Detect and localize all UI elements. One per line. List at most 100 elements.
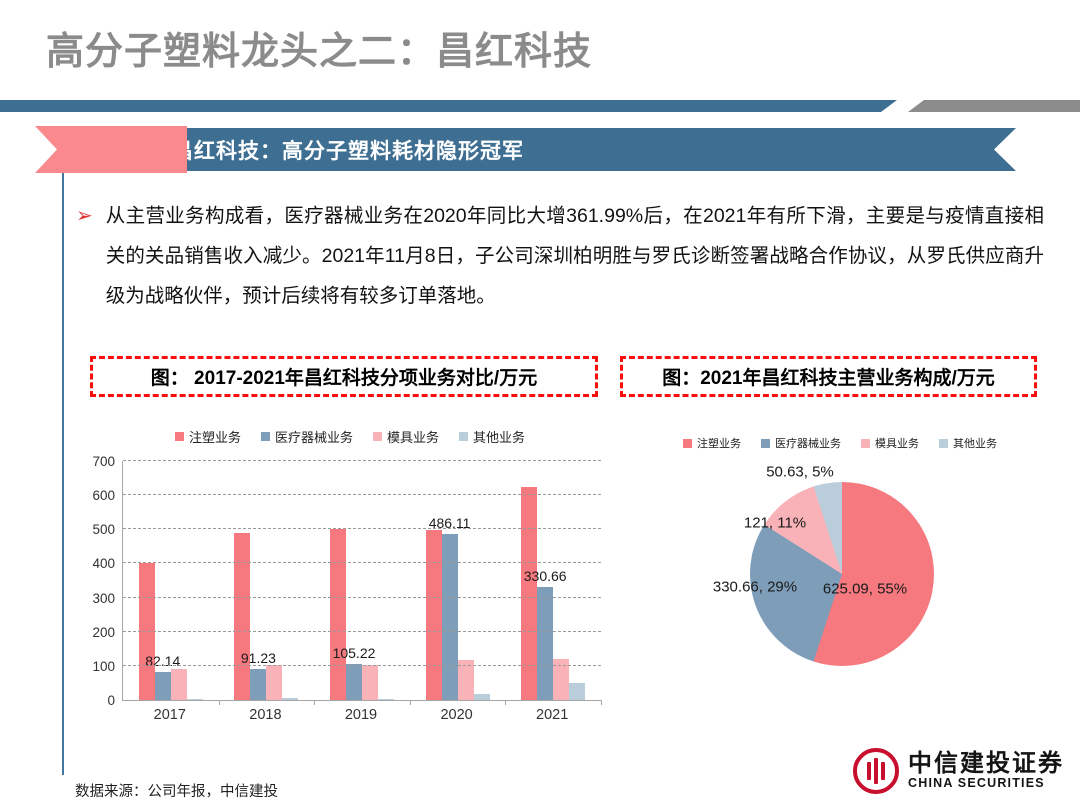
- legend-label: 模具业务: [875, 438, 919, 450]
- x-axis-label-2021: 2021: [536, 707, 569, 723]
- x-axis-label-2017: 2017: [153, 707, 186, 723]
- bar-注塑业务-2021: [521, 486, 538, 700]
- bar-group-2018: 91.23: [219, 461, 315, 700]
- legend-item: 模具业务: [861, 435, 919, 451]
- bar-group-2020: 486.11: [410, 461, 506, 700]
- bar-医疗器械业务-2017: 82.14: [145, 653, 180, 700]
- legend-marker-icon: [174, 432, 184, 441]
- bar-模具业务-2017: [170, 668, 187, 700]
- gridline: [123, 596, 601, 598]
- legend-label: 注塑业务: [697, 438, 741, 450]
- bar-其他业务-2021: [569, 682, 586, 700]
- legend-marker-icon: [761, 438, 770, 448]
- bar-data-label: 330.66: [523, 568, 567, 585]
- legend-item: 医疗器械业务: [761, 435, 841, 451]
- gridline: [123, 494, 601, 496]
- bar-group-2019: 105.22: [314, 461, 410, 700]
- x-axis-tick: [409, 700, 411, 705]
- legend-label: 模具业务: [387, 430, 440, 445]
- bar-groups: 82.14 91.23 105.22 486.11 330.66: [123, 461, 601, 700]
- legend-item: 注塑业务: [174, 427, 241, 446]
- banner-flag-accent: [35, 126, 187, 173]
- bar-医疗器械业务-2020: 486.11: [429, 515, 470, 700]
- x-axis-label-2020: 2020: [440, 707, 473, 723]
- x-axis-tick: [314, 700, 316, 705]
- pie-slice-label-模具业务: 121, 11%: [743, 514, 807, 532]
- page-title: 高分子塑料龙头之二：昌红科技: [46, 31, 593, 73]
- bar-chart: 注塑业务 医疗器械业务 模具业务 其他业务 82.14 91.23 105.22 486.1…: [85, 420, 615, 735]
- bar-模具业务-2021: [553, 658, 570, 700]
- x-axis-tick: [505, 700, 507, 705]
- bar-注塑业务-2017: [138, 563, 155, 700]
- bar-注塑业务-2018: [234, 532, 251, 700]
- data-source-note: 数据来源：公司年报，中信建投: [75, 784, 278, 800]
- section-banner-ribbon: 昌红科技：高分子塑料耗材隐形冠军: [120, 128, 1016, 171]
- bullet-paragraph-text: 从主营业务构成看，医疗器械业务在2020年同比大增361.99%后，在2021年…: [105, 205, 1044, 307]
- y-axis-tick-label: 200: [92, 624, 115, 640]
- legend-label: 注塑业务: [188, 430, 241, 445]
- figure-title-pie-chart: 图：2021年昌红科技主营业务构成/万元: [620, 356, 1037, 397]
- gridline: [123, 630, 601, 632]
- bar-其他业务-2017: [186, 698, 203, 700]
- gridline: [123, 528, 601, 530]
- bar-其他业务-2020: [473, 694, 490, 700]
- figure-title-bar-chart-label: 图： 2017-2021年昌红科技分项业务对比/万元: [150, 368, 538, 389]
- y-axis-tick-label: 600: [92, 488, 115, 504]
- bar-data-label: 486.11: [428, 515, 471, 532]
- y-axis-tick-label: 400: [92, 556, 115, 572]
- legend-item: 其他业务: [459, 427, 525, 446]
- bar-模具业务-2018: [266, 665, 283, 700]
- bar-注塑业务-2019: [329, 528, 346, 700]
- bar-医疗器械业务-2019: 105.22: [333, 645, 375, 700]
- logo-name-cn: 中信建投证券: [908, 749, 1064, 777]
- x-axis-label-2018: 2018: [249, 707, 282, 723]
- legend-marker-icon: [683, 438, 692, 448]
- bar-data-label: 82.14: [145, 652, 181, 669]
- x-axis-label-2019: 2019: [344, 707, 378, 723]
- bar-chart-x-axis-labels: 2017 2018 2019 2020 2021: [122, 707, 600, 723]
- legend-marker-icon: [939, 438, 948, 448]
- bar-模具业务-2019: [361, 665, 378, 700]
- y-axis-tick-label: 500: [92, 522, 115, 538]
- pie-slice-label-医疗器械业务: 330.66, 29%: [712, 578, 798, 596]
- y-axis-tick-label: 300: [92, 590, 115, 606]
- pie-circle: [750, 482, 934, 666]
- bar-chart-plot-area: 82.14 91.23 105.22 486.11 330.66 0 100 200 300 4…: [92, 454, 602, 708]
- gridline: [123, 664, 601, 666]
- bar-chart-legend: 注塑业务 医疗器械业务 模具业务 其他业务: [85, 427, 615, 446]
- legend-label: 医疗器械业务: [775, 438, 841, 450]
- header-divider-gray: [908, 100, 1080, 112]
- header-divider-blue: [0, 100, 897, 112]
- pie-slice-label-注塑业务: 625.09, 55%: [822, 580, 908, 598]
- legend-marker-icon: [260, 432, 270, 441]
- legend-item: 注塑业务: [683, 435, 741, 451]
- legend-label: 其他业务: [953, 438, 997, 450]
- bar-医疗器械业务-2018: 91.23: [241, 650, 276, 700]
- figure-title-pie-chart-label: 图：2021年昌红科技主营业务构成/万元: [662, 368, 995, 389]
- pie-slice-label-其他业务: 50.63, 5%: [766, 463, 834, 481]
- y-axis-tick-label: 0: [107, 693, 115, 708]
- bullet-paragraph: ➢ 从主营业务构成看，医疗器械业务在2020年同比大增361.99%后，在202…: [76, 196, 1044, 316]
- y-axis-tick-label: 700: [92, 454, 115, 469]
- legend-item: 医疗器械业务: [260, 427, 353, 446]
- legend-item: 其他业务: [939, 435, 997, 451]
- legend-label: 其他业务: [473, 430, 526, 445]
- bar-模具业务-2020: [457, 660, 474, 700]
- left-vertical-rule: [62, 173, 64, 775]
- legend-marker-icon: [459, 432, 469, 441]
- legend-marker-icon: [861, 438, 870, 448]
- gridline: [123, 460, 601, 461]
- legend-label: 医疗器械业务: [274, 430, 353, 445]
- pie-chart-legend: 注塑业务 医疗器械业务 模具业务 其他业务: [640, 435, 1040, 451]
- legend-item: 模具业务: [373, 427, 439, 446]
- legend-marker-icon: [373, 432, 382, 441]
- gridline: [123, 562, 601, 564]
- bar-group-2021: 330.66: [505, 461, 601, 700]
- bar-注塑业务-2020: [425, 530, 442, 700]
- bar-data-label: 91.23: [240, 649, 276, 666]
- x-axis-tick: [601, 700, 602, 705]
- company-logo: 中信建投证券 CHINA SECURITIES: [853, 748, 1064, 794]
- y-axis-tick-label: 100: [92, 658, 115, 674]
- arrow-bullet-icon: ➢: [76, 205, 93, 227]
